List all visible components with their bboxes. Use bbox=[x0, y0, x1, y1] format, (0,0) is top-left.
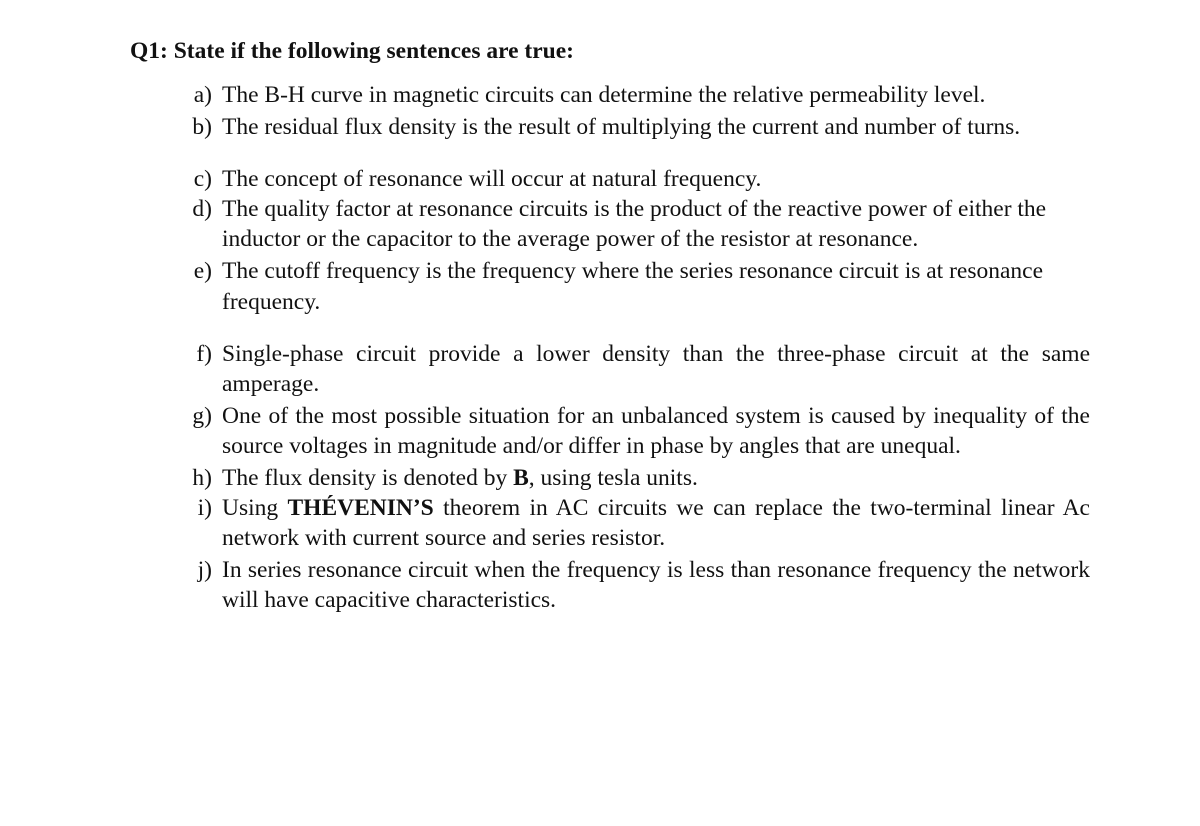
item-marker: d) bbox=[166, 194, 222, 224]
list-item: a) The B-H curve in magnetic circuits ca… bbox=[166, 80, 1090, 110]
list-item: g) One of the most possible situation fo… bbox=[166, 401, 1090, 461]
item-list: c) The concept of resonance will occur a… bbox=[166, 164, 1090, 316]
item-text: The residual flux density is the result … bbox=[222, 112, 1090, 142]
item-text: Single-phase circuit provide a lower den… bbox=[222, 339, 1090, 399]
item-text: The B-H curve in magnetic circuits can d… bbox=[222, 80, 1090, 110]
item-group: f) Single-phase circuit provide a lower … bbox=[166, 339, 1090, 616]
question-title: Q1: State if the following sentences are… bbox=[130, 36, 1090, 66]
item-marker: c) bbox=[166, 164, 222, 194]
list-item: j) In series resonance circuit when the … bbox=[166, 555, 1090, 615]
item-text: The quality factor at resonance circuits… bbox=[222, 194, 1090, 254]
item-marker: h) bbox=[166, 463, 222, 493]
item-text: The cutoff frequency is the frequency wh… bbox=[222, 256, 1090, 316]
item-marker: e) bbox=[166, 256, 222, 286]
item-marker: j) bbox=[166, 555, 222, 585]
item-text: The flux density is denoted by B, using … bbox=[222, 463, 1090, 493]
item-marker: a) bbox=[166, 80, 222, 110]
list-item: i) Using THÉVENIN’S theorem in AC circui… bbox=[166, 493, 1090, 553]
item-text: One of the most possible situation for a… bbox=[222, 401, 1090, 461]
item-group: c) The concept of resonance will occur a… bbox=[166, 164, 1090, 316]
item-list: f) Single-phase circuit provide a lower … bbox=[166, 339, 1090, 616]
item-text: In series resonance circuit when the fre… bbox=[222, 555, 1090, 615]
list-item: h) The flux density is denoted by B, usi… bbox=[166, 463, 1090, 493]
list-item: c) The concept of resonance will occur a… bbox=[166, 164, 1090, 194]
list-item: b) The residual flux density is the resu… bbox=[166, 112, 1090, 142]
item-text: The concept of resonance will occur at n… bbox=[222, 164, 1090, 194]
list-item: d) The quality factor at resonance circu… bbox=[166, 194, 1090, 254]
item-marker: f) bbox=[166, 339, 222, 369]
list-item: e) The cutoff frequency is the frequency… bbox=[166, 256, 1090, 316]
item-group: a) The B-H curve in magnetic circuits ca… bbox=[166, 80, 1090, 142]
item-marker: g) bbox=[166, 401, 222, 431]
item-marker: b) bbox=[166, 112, 222, 142]
item-text: Using THÉVENIN’S theorem in AC circuits … bbox=[222, 493, 1090, 553]
document-page: Q1: State if the following sentences are… bbox=[0, 0, 1200, 826]
item-marker: i) bbox=[166, 493, 222, 523]
item-list: a) The B-H curve in magnetic circuits ca… bbox=[166, 80, 1090, 142]
list-item: f) Single-phase circuit provide a lower … bbox=[166, 339, 1090, 399]
